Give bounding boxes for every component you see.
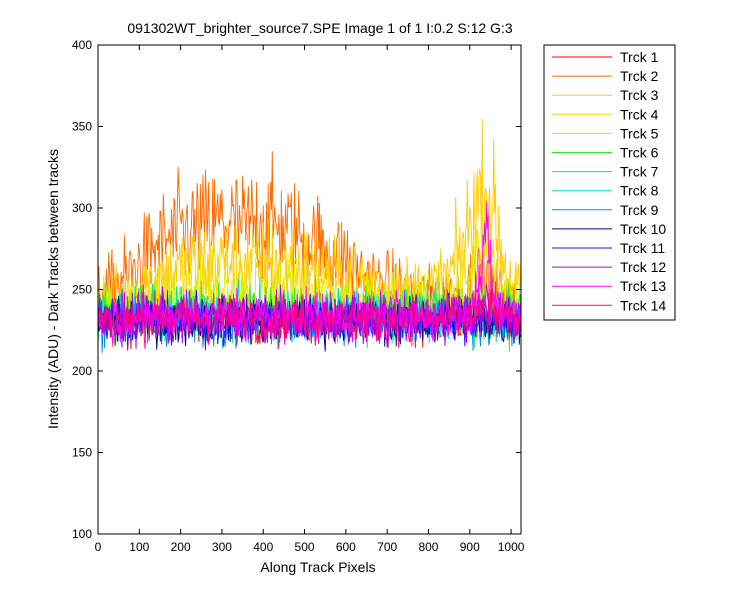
legend-label: Trck 13 — [620, 278, 666, 294]
legend-label: Trck 11 — [620, 240, 665, 256]
x-axis-ticks: 0 100 200 300 400 500 600 700 800 900 1000 — [95, 45, 525, 554]
series-line-12 — [98, 283, 521, 349]
legend-label: Trck 9 — [620, 202, 659, 218]
series-line-13 — [98, 200, 521, 347]
x-tick-label: 900 — [460, 540, 480, 554]
legend-items: Trck 1 Trck 2 Trck 3 Trck 4 Trck 5 Trck 6 Trck… — [552, 49, 666, 313]
series-line-2 — [98, 151, 521, 330]
y-tick-label: 100 — [72, 527, 92, 541]
x-tick-label: 1000 — [498, 540, 525, 554]
legend-label: Trck 1 — [620, 49, 659, 65]
x-tick-label: 700 — [377, 540, 397, 554]
x-axis-label: Along Track Pixels — [260, 559, 375, 575]
legend-label: Trck 4 — [620, 106, 659, 122]
y-axis-ticks: 100 150 200 250 300 350 400 — [72, 38, 521, 541]
y-tick-label: 200 — [72, 364, 92, 378]
legend-label: Trck 2 — [620, 68, 659, 84]
x-tick-label: 400 — [253, 540, 273, 554]
legend-label: Trck 8 — [620, 183, 659, 199]
legend: Trck 1 Trck 2 Trck 3 Trck 4 Trck 5 Trck 6 Trck… — [543, 44, 676, 321]
chart-title: 091302WT_brighter_source7.SPE Image 1 of… — [127, 20, 512, 36]
legend-label: Trck 7 — [620, 164, 659, 180]
legend-label: Trck 3 — [620, 87, 659, 103]
legend-label: Trck 5 — [620, 125, 659, 141]
y-tick-label: 400 — [72, 38, 92, 52]
legend-label: Trck 10 — [620, 221, 666, 237]
y-tick-label: 350 — [72, 120, 92, 134]
y-axis-label: Intensity (ADU) - Dark Tracks between tr… — [45, 149, 61, 429]
x-tick-label: 800 — [418, 540, 438, 554]
legend-label: Trck 6 — [620, 145, 659, 161]
x-tick-label: 600 — [336, 540, 356, 554]
plot-area — [98, 45, 521, 534]
x-tick-label: 100 — [129, 540, 149, 554]
series-line-4 — [98, 203, 521, 339]
y-tick-label: 150 — [72, 446, 92, 460]
x-tick-label: 0 — [95, 540, 102, 554]
y-tick-label: 300 — [72, 201, 92, 215]
x-tick-label: 300 — [212, 540, 232, 554]
series-line-14 — [98, 288, 521, 350]
y-tick-label: 250 — [72, 283, 92, 297]
legend-box — [543, 44, 676, 321]
x-tick-label: 200 — [171, 540, 191, 554]
legend-label: Trck 12 — [620, 259, 666, 275]
x-tick-label: 500 — [295, 540, 315, 554]
series-group — [98, 118, 521, 353]
legend-label: Trck 14 — [620, 297, 666, 313]
